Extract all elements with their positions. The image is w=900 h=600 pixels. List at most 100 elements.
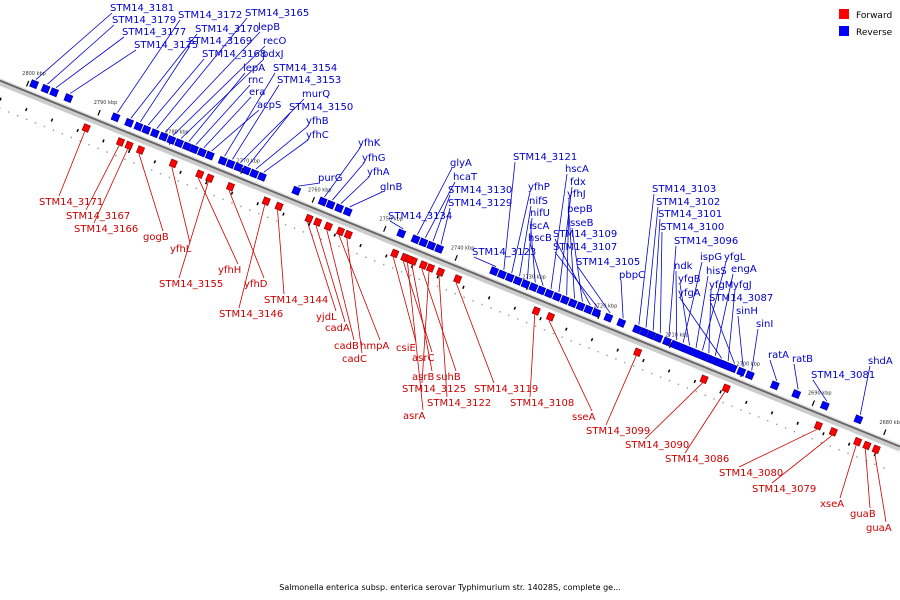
- reverse-gene-feature: [646, 330, 657, 341]
- forward-gene-feature: [390, 248, 400, 259]
- leader-line: [178, 181, 209, 279]
- reverse-gene-feature: [662, 336, 672, 347]
- guide-dot: [856, 456, 858, 458]
- guide-dot: [811, 438, 814, 440]
- leader-line: [228, 190, 265, 279]
- guide-dot: [579, 343, 581, 346]
- minor-marker: [745, 400, 748, 405]
- forward-gene-label: yfhD: [244, 279, 268, 290]
- reverse-gene-label: sinH: [736, 306, 758, 317]
- leader-line: [263, 139, 309, 173]
- forward-gene-label: guaB: [850, 509, 876, 520]
- forward-gene-label: STM14_3166: [74, 224, 138, 235]
- leader-line: [708, 289, 712, 354]
- guide-dot: [338, 245, 340, 248]
- forward-gene-label: STM14_3080: [719, 468, 783, 479]
- scale-tick-label: 2680 kbp: [879, 420, 900, 426]
- guide-dot: [802, 434, 805, 436]
- guide-dot: [508, 314, 510, 317]
- leader-line: [548, 320, 593, 412]
- guide-dot: [258, 213, 260, 215]
- reverse-gene-feature: [512, 275, 523, 286]
- reverse-gene-label: STM14_3129: [448, 198, 512, 209]
- leader-line: [35, 12, 113, 80]
- scale-tick: [25, 80, 30, 87]
- minor-marker: [282, 212, 285, 216]
- scale-tick-label: 2790 kbp: [94, 100, 118, 106]
- forward-gene-feature: [435, 267, 446, 277]
- reverse-gene-feature: [552, 291, 562, 302]
- reverse-gene-label: STM14_3181: [110, 3, 174, 14]
- leader-line: [737, 315, 744, 368]
- minor-marker: [436, 275, 439, 279]
- reverse-gene-label: yfhK: [358, 138, 381, 149]
- leader-line: [554, 238, 591, 306]
- leader-line: [338, 234, 381, 341]
- leader-line: [298, 182, 321, 187]
- guide-dot: [249, 209, 251, 211]
- reverse-gene-label: yfgB: [678, 274, 701, 285]
- forward-gene-label: gogB: [143, 232, 169, 243]
- guide-dot: [150, 169, 153, 171]
- leader-line: [605, 355, 637, 426]
- reverse-gene-feature: [257, 171, 267, 182]
- leader-line: [769, 359, 778, 381]
- guide-dot: [499, 311, 501, 313]
- forward-gene-feature: [828, 427, 838, 437]
- leader-line: [682, 261, 703, 343]
- forward-gene-label: asrA: [403, 411, 425, 422]
- leader-line: [58, 131, 86, 197]
- minor-marker: [719, 390, 722, 394]
- guide-dot: [758, 416, 760, 418]
- reverse-gene-feature: [241, 165, 252, 176]
- forward-gene-label: xseA: [820, 499, 844, 510]
- legend-forward-label: Forward: [856, 11, 892, 21]
- guide-dot: [641, 369, 644, 371]
- guide-dot: [52, 129, 55, 131]
- scale-tick-label: 2750 kbp: [379, 216, 403, 222]
- reverse-gene-feature: [426, 240, 437, 251]
- guide-dot: [740, 409, 742, 411]
- leader-line: [238, 204, 266, 309]
- forward-gene-feature: [225, 181, 236, 192]
- guide-dot: [722, 401, 724, 404]
- guide-dot: [650, 372, 653, 375]
- forward-gene-label: STM14_3144: [264, 295, 328, 306]
- minor-marker: [385, 254, 388, 258]
- leader-line: [529, 314, 536, 398]
- guide-dot: [8, 111, 10, 113]
- leader-line: [180, 58, 265, 139]
- minor-marker: [847, 442, 851, 446]
- forward-gene-label: asrB: [412, 372, 434, 383]
- minor-marker: [539, 317, 542, 321]
- reverse-gene-feature: [110, 112, 121, 123]
- backbone-highlight: [0, 78, 900, 446]
- reverse-gene-feature: [49, 87, 60, 98]
- leader-line: [438, 275, 448, 398]
- guide-dot: [561, 336, 564, 338]
- scale-tick: [383, 225, 387, 232]
- reverse-gene-feature: [591, 307, 602, 318]
- reverse-gene-label: glyA: [450, 158, 472, 169]
- minor-marker: [667, 369, 671, 373]
- minor-marker: [102, 139, 105, 143]
- guide-dot: [445, 289, 447, 291]
- minor-marker: [590, 337, 594, 342]
- guide-dot: [231, 202, 233, 204]
- forward-strand-features: [81, 123, 881, 455]
- guide-dot: [597, 350, 599, 353]
- guide-dot: [677, 383, 680, 386]
- reverse-gene-label: hcaT: [453, 172, 478, 183]
- reverse-gene-feature: [149, 128, 160, 139]
- reverse-gene-label: STM14_3153: [277, 75, 341, 86]
- guide-dot: [409, 274, 412, 277]
- leader-line: [751, 328, 759, 371]
- minor-marker: [333, 233, 337, 237]
- reverse-gene-feature: [603, 312, 614, 323]
- scale-tick: [883, 429, 887, 436]
- reverse-gene-feature: [217, 155, 228, 166]
- leader-line: [138, 153, 164, 232]
- reverse-gene-label: yfhA: [367, 167, 390, 178]
- guide-dot: [490, 307, 492, 309]
- reverse-gene-label: yfhB: [306, 116, 329, 127]
